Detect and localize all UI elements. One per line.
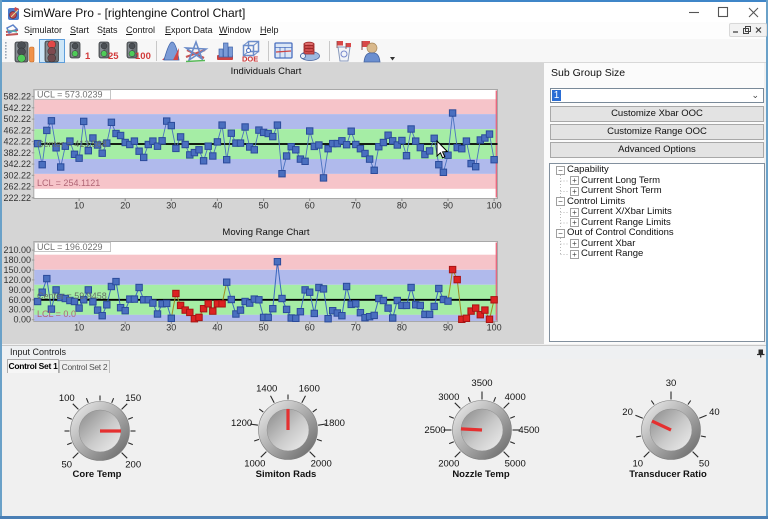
svg-text:Center = 413.568: Center = 413.568	[37, 139, 107, 149]
svg-text:20: 20	[622, 407, 633, 418]
svg-text:30: 30	[166, 201, 176, 211]
svg-text:60: 60	[305, 201, 315, 211]
svg-text:542.22: 542.22	[3, 103, 31, 113]
svg-text:40: 40	[212, 323, 222, 333]
svg-text:10: 10	[74, 323, 84, 333]
svg-text:90: 90	[443, 201, 453, 211]
svg-text:90.00: 90.00	[8, 285, 31, 295]
svg-text:60: 60	[305, 323, 315, 333]
svg-text:382.22: 382.22	[3, 148, 31, 158]
svg-text:10: 10	[633, 458, 644, 469]
svg-text:60.00: 60.00	[8, 295, 31, 305]
svg-text:2000: 2000	[438, 458, 459, 469]
svg-text:1200: 1200	[231, 418, 252, 429]
svg-text:1400: 1400	[256, 383, 277, 394]
svg-text:302.22: 302.22	[3, 170, 31, 180]
svg-text:30.00: 30.00	[8, 305, 31, 315]
svg-text:LCL = 254.1121: LCL = 254.1121	[37, 178, 100, 188]
svg-text:30: 30	[666, 378, 677, 389]
svg-text:70: 70	[351, 201, 361, 211]
svg-text:1: 1	[85, 51, 91, 62]
svg-text:200: 200	[125, 459, 141, 470]
svg-text:25: 25	[108, 51, 119, 62]
svg-text:LCL = 0.0: LCL = 0.0	[37, 309, 76, 319]
svg-text:70: 70	[351, 323, 361, 333]
svg-text:3500: 3500	[471, 378, 492, 389]
svg-text:100: 100	[59, 393, 75, 404]
svg-text:Center = 59.9458: Center = 59.9458	[37, 291, 107, 301]
svg-text:100: 100	[487, 323, 502, 333]
svg-text:30: 30	[166, 323, 176, 333]
svg-text:20: 20	[120, 201, 130, 211]
svg-text:1600: 1600	[299, 383, 320, 394]
svg-text:20: 20	[120, 323, 130, 333]
svg-text:150: 150	[125, 393, 141, 404]
svg-text:222.22: 222.22	[3, 193, 31, 203]
svg-text:262.22: 262.22	[3, 182, 31, 192]
svg-text:1000: 1000	[244, 458, 265, 469]
svg-text:40: 40	[709, 407, 720, 418]
svg-text:582.22: 582.22	[3, 92, 31, 102]
svg-text:80: 80	[397, 201, 407, 211]
svg-text:4500: 4500	[518, 425, 539, 436]
svg-text:100: 100	[135, 51, 151, 62]
svg-text:462.22: 462.22	[3, 125, 31, 135]
svg-text:4000: 4000	[505, 392, 526, 403]
svg-text:1800: 1800	[324, 418, 345, 429]
svg-text:3000: 3000	[438, 392, 459, 403]
svg-text:DOE: DOE	[242, 55, 258, 64]
svg-text:50: 50	[259, 201, 269, 211]
svg-text:422.22: 422.22	[3, 137, 31, 147]
svg-text:2000: 2000	[311, 458, 332, 469]
svg-text:150.00: 150.00	[3, 265, 31, 275]
svg-text:40: 40	[212, 201, 222, 211]
svg-text:90: 90	[443, 323, 453, 333]
svg-text:2500: 2500	[424, 425, 445, 436]
svg-text:100: 100	[487, 201, 502, 211]
svg-text:50: 50	[699, 458, 710, 469]
svg-text:UCL = 196.0229: UCL = 196.0229	[37, 242, 102, 252]
svg-text:10: 10	[74, 201, 84, 211]
svg-text:342.22: 342.22	[3, 159, 31, 169]
svg-text:502.22: 502.22	[3, 114, 31, 124]
svg-text:5000: 5000	[505, 458, 526, 469]
svg-text:180.00: 180.00	[3, 255, 31, 265]
svg-text:0.00: 0.00	[13, 315, 31, 325]
svg-text:120.00: 120.00	[3, 275, 31, 285]
svg-text:UCL = 573.0239: UCL = 573.0239	[37, 90, 102, 100]
svg-text:50: 50	[62, 459, 73, 470]
svg-text:50: 50	[259, 323, 269, 333]
svg-text:80: 80	[397, 323, 407, 333]
svg-text:210.00: 210.00	[3, 245, 31, 255]
